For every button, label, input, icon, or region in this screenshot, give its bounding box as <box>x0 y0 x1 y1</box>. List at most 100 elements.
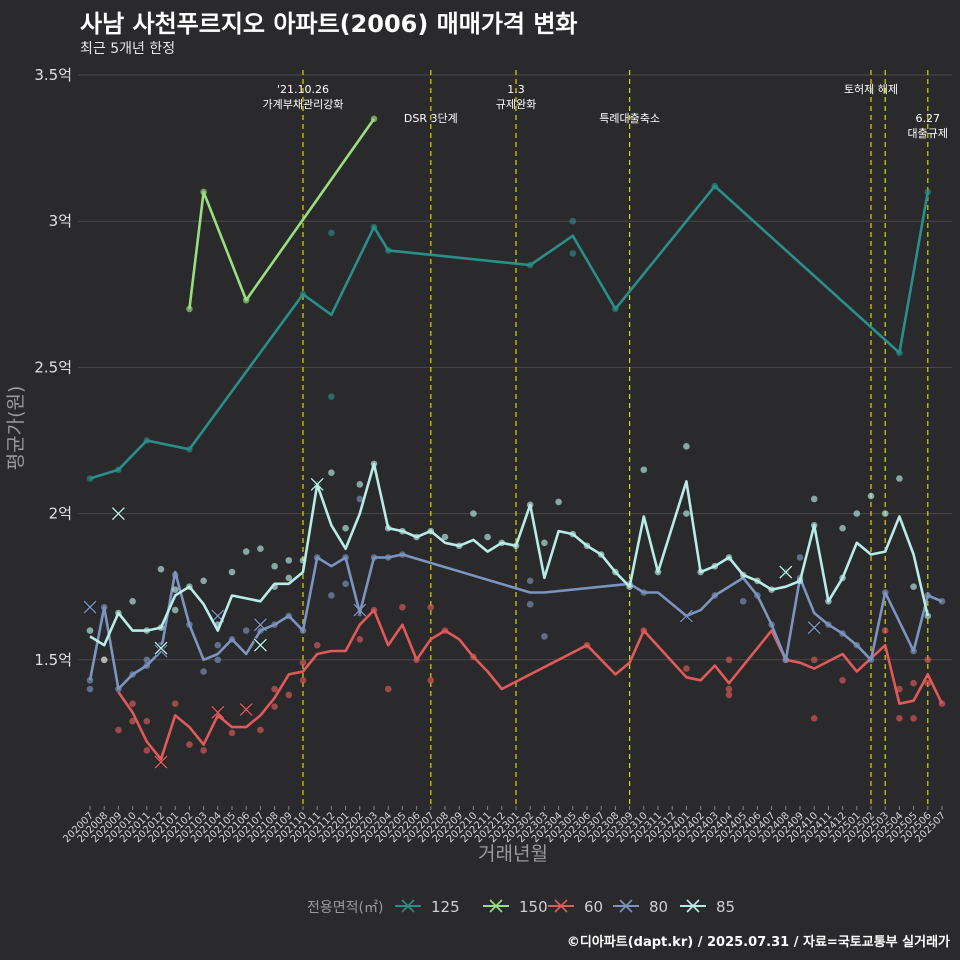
event-label: 가계부채관리강화 <box>263 98 344 111</box>
series-line <box>89 462 930 647</box>
data-point <box>541 539 548 547</box>
data-point <box>328 393 335 400</box>
data-point <box>271 562 278 570</box>
legend-label: 60 <box>584 898 603 916</box>
data-point <box>143 656 151 664</box>
data-point <box>910 714 917 722</box>
data-point <box>881 510 889 517</box>
event-label: 특례대출축소 <box>599 112 660 125</box>
legend-swatch-cross <box>489 899 503 913</box>
data-point <box>384 685 392 693</box>
data-point <box>810 656 818 664</box>
data-point <box>342 524 349 532</box>
data-point <box>171 586 179 593</box>
event-label: 대출규제 <box>908 127 948 140</box>
event-label: DSR 3단계 <box>404 112 458 125</box>
data-point <box>257 726 264 734</box>
data-point <box>810 495 818 503</box>
data-point <box>569 217 577 225</box>
data-point <box>228 729 236 737</box>
data-point <box>867 492 875 500</box>
data-point <box>313 641 321 649</box>
data-point <box>171 606 179 614</box>
data-point <box>725 685 733 693</box>
data-point <box>924 679 932 687</box>
chart-subtitle: 최근 5개년 한정 <box>80 41 176 57</box>
series-layer <box>82 115 946 770</box>
event-label: '21.10.26 <box>277 83 329 96</box>
data-point <box>356 481 364 488</box>
data-point <box>214 656 222 664</box>
data-point <box>427 676 435 684</box>
grid-layer: 1.5억 2억 2.5억 3억 3.5억 <box>34 66 952 669</box>
data-point <box>285 557 293 564</box>
data-point <box>129 700 136 707</box>
data-point <box>896 714 903 722</box>
data-point <box>200 747 207 754</box>
data-point <box>441 533 449 541</box>
data-point <box>683 665 690 672</box>
data-point <box>640 466 648 474</box>
data-point <box>427 603 435 611</box>
data-point <box>356 636 364 643</box>
series-line <box>188 118 376 310</box>
series-line <box>88 553 943 691</box>
data-point <box>214 641 222 649</box>
y-tick-label: 2.5억 <box>34 358 72 376</box>
data-point <box>143 747 151 754</box>
data-point <box>129 717 136 725</box>
data-point <box>896 685 903 693</box>
data-point <box>526 577 534 585</box>
series-80 <box>82 495 946 693</box>
data-point <box>683 443 690 450</box>
data-point <box>285 691 293 699</box>
legend-label: 150 <box>519 898 548 916</box>
cancel-marker <box>83 600 97 614</box>
series-150 <box>186 115 378 313</box>
data-point <box>285 574 293 582</box>
data-point <box>910 679 917 687</box>
data-point <box>299 659 307 667</box>
data-point <box>186 741 193 748</box>
data-point <box>242 548 250 555</box>
y-tick-label: 1.5억 <box>34 651 72 669</box>
data-point <box>683 510 690 517</box>
legend-swatch-cross <box>554 899 568 913</box>
data-point <box>242 627 250 634</box>
event-label: 토허제 해제 <box>844 82 898 96</box>
y-tick-label: 3억 <box>49 212 72 230</box>
data-point <box>739 598 747 605</box>
data-point <box>810 714 818 722</box>
data-point <box>271 685 278 693</box>
data-point <box>896 475 903 482</box>
data-point <box>484 533 491 541</box>
data-point <box>271 703 278 710</box>
data-point <box>299 676 307 684</box>
data-point <box>200 577 207 585</box>
data-point <box>555 498 562 506</box>
event-label: 규제완화 <box>496 98 536 111</box>
y-tick-label: 3.5억 <box>34 66 72 84</box>
data-point <box>86 685 94 693</box>
data-point <box>924 656 932 664</box>
data-point <box>853 510 861 517</box>
data-point <box>924 188 932 196</box>
data-point <box>569 250 577 257</box>
data-point <box>839 676 846 684</box>
data-point <box>796 554 804 561</box>
legend-label: 125 <box>431 898 460 916</box>
legend-label: 85 <box>716 898 735 916</box>
data-point <box>541 633 548 640</box>
cancel-marker <box>111 507 125 521</box>
data-point <box>200 668 207 675</box>
series-125 <box>86 182 932 482</box>
legend-swatch-cross <box>401 899 415 913</box>
data-point <box>228 568 236 576</box>
legend-swatch-cross <box>619 899 633 913</box>
x-axis-label: 거래년월 <box>478 843 548 865</box>
x-axis: 2020072020082020092020102020112020122021… <box>61 806 948 845</box>
cancel-marker <box>253 638 267 652</box>
y-axis-label: 평균가(원) <box>5 386 27 471</box>
